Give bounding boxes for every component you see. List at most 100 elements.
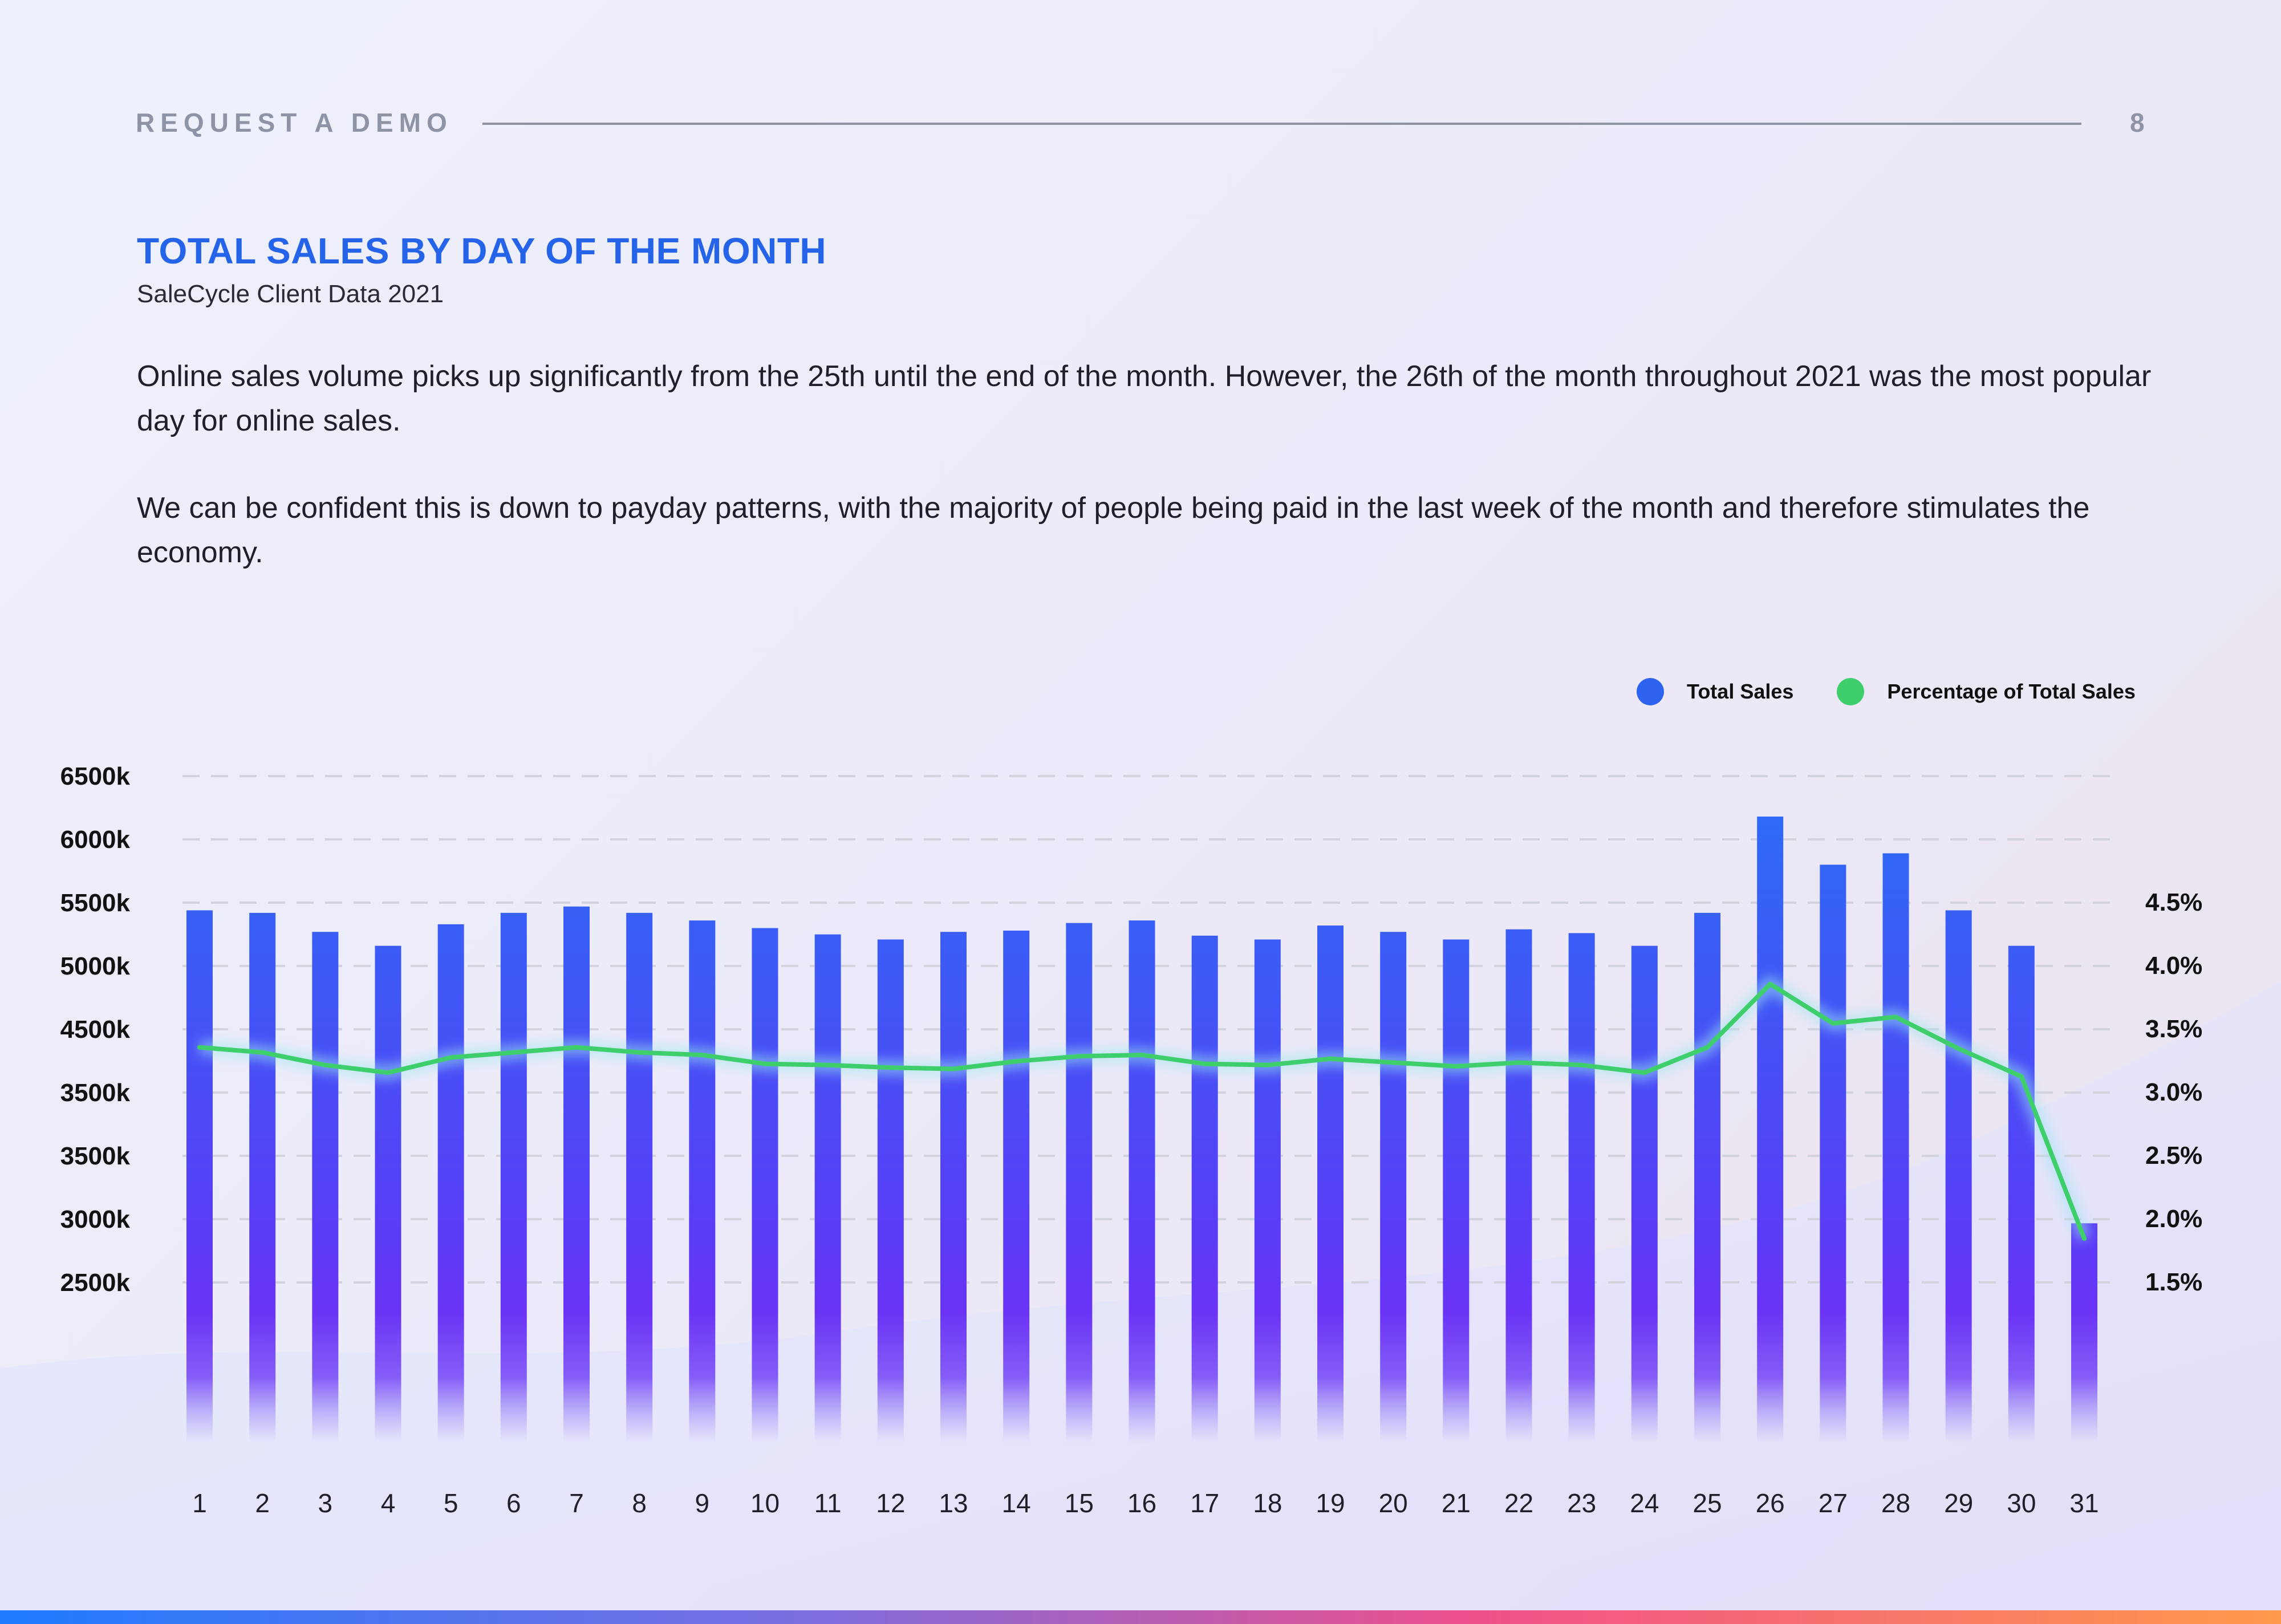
x-tick-label: 8 (632, 1488, 647, 1518)
bottom-gradient-bar (0, 1610, 2281, 1624)
bar (312, 932, 339, 1443)
x-tick-label: 20 (1379, 1488, 1408, 1518)
x-tick-label: 24 (1630, 1488, 1659, 1518)
x-tick-label: 2 (255, 1488, 270, 1518)
line-point (1956, 1046, 1961, 1051)
bar (752, 928, 778, 1443)
line-point (1831, 1021, 1836, 1026)
line-point (825, 1062, 830, 1067)
legend-label: Percentage of Total Sales (1887, 680, 2136, 703)
bar (1317, 925, 1344, 1443)
x-tick-label: 12 (876, 1488, 905, 1518)
line-point (888, 1065, 893, 1070)
line-point (1705, 1045, 1710, 1050)
legend-item-percentage: Percentage of Total Sales (1837, 678, 2136, 705)
line-point (1077, 1054, 1082, 1059)
y-right-tick-label: 2.0% (2145, 1205, 2202, 1233)
x-tick-label: 23 (1567, 1488, 1596, 1518)
bar (563, 906, 590, 1443)
y-left-tick-label: 5500k (60, 889, 131, 917)
x-tick-label: 5 (444, 1488, 458, 1518)
legend-item-total-sales: Total Sales (1637, 678, 1793, 705)
y-left-tick-label: 2500k (60, 1269, 131, 1297)
bar (1380, 932, 1407, 1443)
bar (437, 924, 464, 1443)
line-point (197, 1045, 202, 1050)
bar (2008, 945, 2035, 1443)
chart-legend: Total Sales Percentage of Total Sales (1637, 676, 2179, 708)
x-tick-label: 18 (1253, 1488, 1282, 1518)
bar (375, 945, 401, 1443)
bar (1505, 929, 1532, 1443)
bar (1003, 930, 1030, 1443)
line-point (1454, 1064, 1459, 1069)
y-left-tick-label: 6500k (60, 762, 131, 790)
bar (1191, 935, 1218, 1443)
bar (1882, 853, 1909, 1443)
line-point (1328, 1056, 1333, 1061)
x-tick-label: 10 (750, 1488, 780, 1518)
line-point (1202, 1061, 1207, 1066)
y-right-tick-label: 4.0% (2145, 952, 2202, 980)
header-divider (482, 123, 2081, 125)
y-right-tick-label: 3.0% (2145, 1078, 2202, 1106)
line-point (1893, 1014, 1898, 1020)
bar (1694, 912, 1720, 1443)
legend-dot-green-icon (1837, 678, 1865, 705)
y-right-tick-label: 3.5% (2145, 1015, 2202, 1043)
bar (940, 932, 967, 1443)
bar (1254, 939, 1281, 1443)
x-tick-label: 28 (1881, 1488, 1910, 1518)
page-title: TOTAL SALES BY DAY OF THE MONTH (137, 230, 827, 271)
bar (249, 912, 276, 1443)
y-left-tick-label: 3000k (60, 1205, 131, 1233)
y-left-tick-label: 6000k (60, 826, 131, 854)
bar (877, 939, 904, 1443)
line-point (637, 1050, 642, 1055)
x-tick-label: 19 (1316, 1488, 1345, 1518)
x-tick-label: 30 (2007, 1488, 2036, 1518)
bar (1631, 945, 1658, 1443)
x-tick-label: 6 (506, 1488, 521, 1518)
line-point (1642, 1070, 1647, 1075)
line-point (1768, 981, 1773, 986)
x-tick-label: 11 (814, 1488, 842, 1518)
bar (1757, 817, 1784, 1443)
line-point (1265, 1062, 1270, 1067)
x-tick-label: 21 (1442, 1488, 1471, 1518)
x-tick-label: 26 (1756, 1488, 1785, 1518)
body-paragraph-1: Online sales volume picks up significant… (137, 360, 2152, 437)
x-tick-label: 17 (1190, 1488, 1219, 1518)
bar (1945, 910, 1972, 1443)
y-right-tick-label: 2.5% (2145, 1142, 2202, 1170)
bar (1066, 923, 1093, 1443)
y-right-tick-label: 1.5% (2145, 1268, 2202, 1296)
bar (1129, 920, 1155, 1443)
bar (1443, 939, 1470, 1443)
line-point (1139, 1053, 1144, 1058)
legend-dot-blue-icon (1637, 678, 1664, 705)
x-tick-label: 7 (569, 1488, 584, 1518)
line-point (1579, 1062, 1584, 1067)
bar (2071, 1223, 2097, 1443)
line-point (511, 1050, 516, 1055)
line-point (323, 1062, 328, 1067)
line-point (2082, 1236, 2087, 1241)
page-subtitle: SaleCycle Client Data 2021 (137, 280, 444, 308)
x-tick-label: 3 (318, 1488, 333, 1518)
bar (1568, 933, 1595, 1443)
line-point (1516, 1060, 1521, 1065)
bar (1820, 864, 1846, 1443)
y-left-tick-label: 5000k (60, 952, 131, 980)
x-tick-label: 15 (1065, 1488, 1094, 1518)
bar (626, 912, 653, 1443)
x-tick-label: 31 (2069, 1488, 2099, 1518)
legend-label: Total Sales (1687, 680, 1794, 703)
x-tick-label: 25 (1693, 1488, 1722, 1518)
line-point (385, 1070, 391, 1075)
line-point (1391, 1060, 1396, 1065)
line-point (260, 1050, 265, 1055)
bar (689, 920, 716, 1443)
x-tick-label: 1 (192, 1488, 207, 1518)
